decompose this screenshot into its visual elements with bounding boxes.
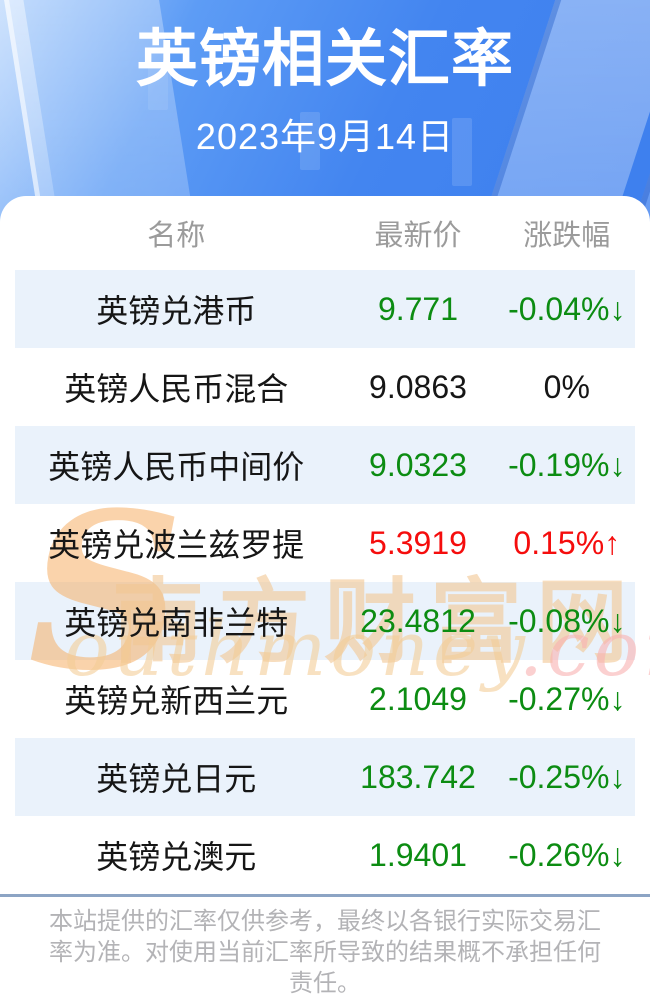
footer-divider xyxy=(0,894,650,897)
latest-price: 5.3919 xyxy=(369,524,467,561)
currency-pair-name: 英镑兑港币 xyxy=(96,293,257,329)
change-percent: -0.25%↓ xyxy=(508,758,626,795)
table-row: 英镑兑波兰兹罗提 5.3919 0.15%↑ xyxy=(15,504,635,582)
latest-price: 9.0863 xyxy=(369,368,467,405)
table-row: 英镑人民币中间价 9.0323 -0.19%↓ xyxy=(15,426,635,504)
change-percent: -0.04%↓ xyxy=(508,290,626,327)
table-row: 英镑兑港币 9.771 -0.04%↓ xyxy=(15,270,635,348)
change-percent: -0.19%↓ xyxy=(508,446,626,483)
change-percent: -0.08%↓ xyxy=(508,602,626,639)
table-row: 英镑兑南非兰特 23.4812 -0.08%↓ xyxy=(15,582,635,660)
currency-pair-name: 英镑兑波兰兹罗提 xyxy=(48,527,305,563)
latest-price: 9.0323 xyxy=(369,446,467,483)
table-header-row: 名称 最新价 涨跌幅 xyxy=(15,196,635,270)
change-percent: -0.26%↓ xyxy=(508,836,626,873)
report-date: 2023年9月14日 xyxy=(195,116,455,158)
column-header-change: 涨跌幅 xyxy=(523,220,611,252)
table-row: 英镑兑澳元 1.9401 -0.26%↓ xyxy=(15,816,635,894)
column-header-price: 最新价 xyxy=(374,220,462,252)
change-percent: -0.27%↓ xyxy=(508,680,626,717)
currency-pair-name: 英镑人民币混合 xyxy=(64,371,289,407)
currency-pair-name: 英镑兑新西兰元 xyxy=(64,683,289,719)
currency-pair-name: 英镑兑日元 xyxy=(96,761,257,797)
table-row: 英镑兑日元 183.742 -0.25%↓ xyxy=(15,738,635,816)
table-body: 英镑兑港币 9.771 -0.04%↓ 英镑人民币混合 9.0863 0% 英镑… xyxy=(0,270,650,894)
latest-price: 9.771 xyxy=(377,290,459,327)
change-percent: 0% xyxy=(543,368,590,405)
currency-pair-name: 英镑人民币中间价 xyxy=(48,449,305,485)
table-row: 英镑兑新西兰元 2.1049 -0.27%↓ xyxy=(15,660,635,738)
latest-price: 1.9401 xyxy=(369,836,467,873)
currency-pair-name: 英镑兑南非兰特 xyxy=(64,605,289,641)
latest-price: 183.742 xyxy=(360,758,476,795)
currency-pair-name: 英镑兑澳元 xyxy=(96,839,257,875)
rates-card: 名称 最新价 涨跌幅 英镑兑港币 9.771 -0.04%↓ 英镑人民币混合 9… xyxy=(0,196,650,1000)
column-header-name: 名称 xyxy=(147,220,206,252)
change-percent: 0.15%↑ xyxy=(513,524,621,561)
table-row: 英镑人民币混合 9.0863 0% xyxy=(15,348,635,426)
page-title: 英镑相关汇率 xyxy=(135,25,514,94)
latest-price: 2.1049 xyxy=(369,680,467,717)
disclaimer-text: 本站提供的汇率仅供参考，最终以各银行实际交易汇率为准。对使用当前汇率所导致的结果… xyxy=(49,908,601,997)
latest-price: 23.4812 xyxy=(360,602,476,639)
